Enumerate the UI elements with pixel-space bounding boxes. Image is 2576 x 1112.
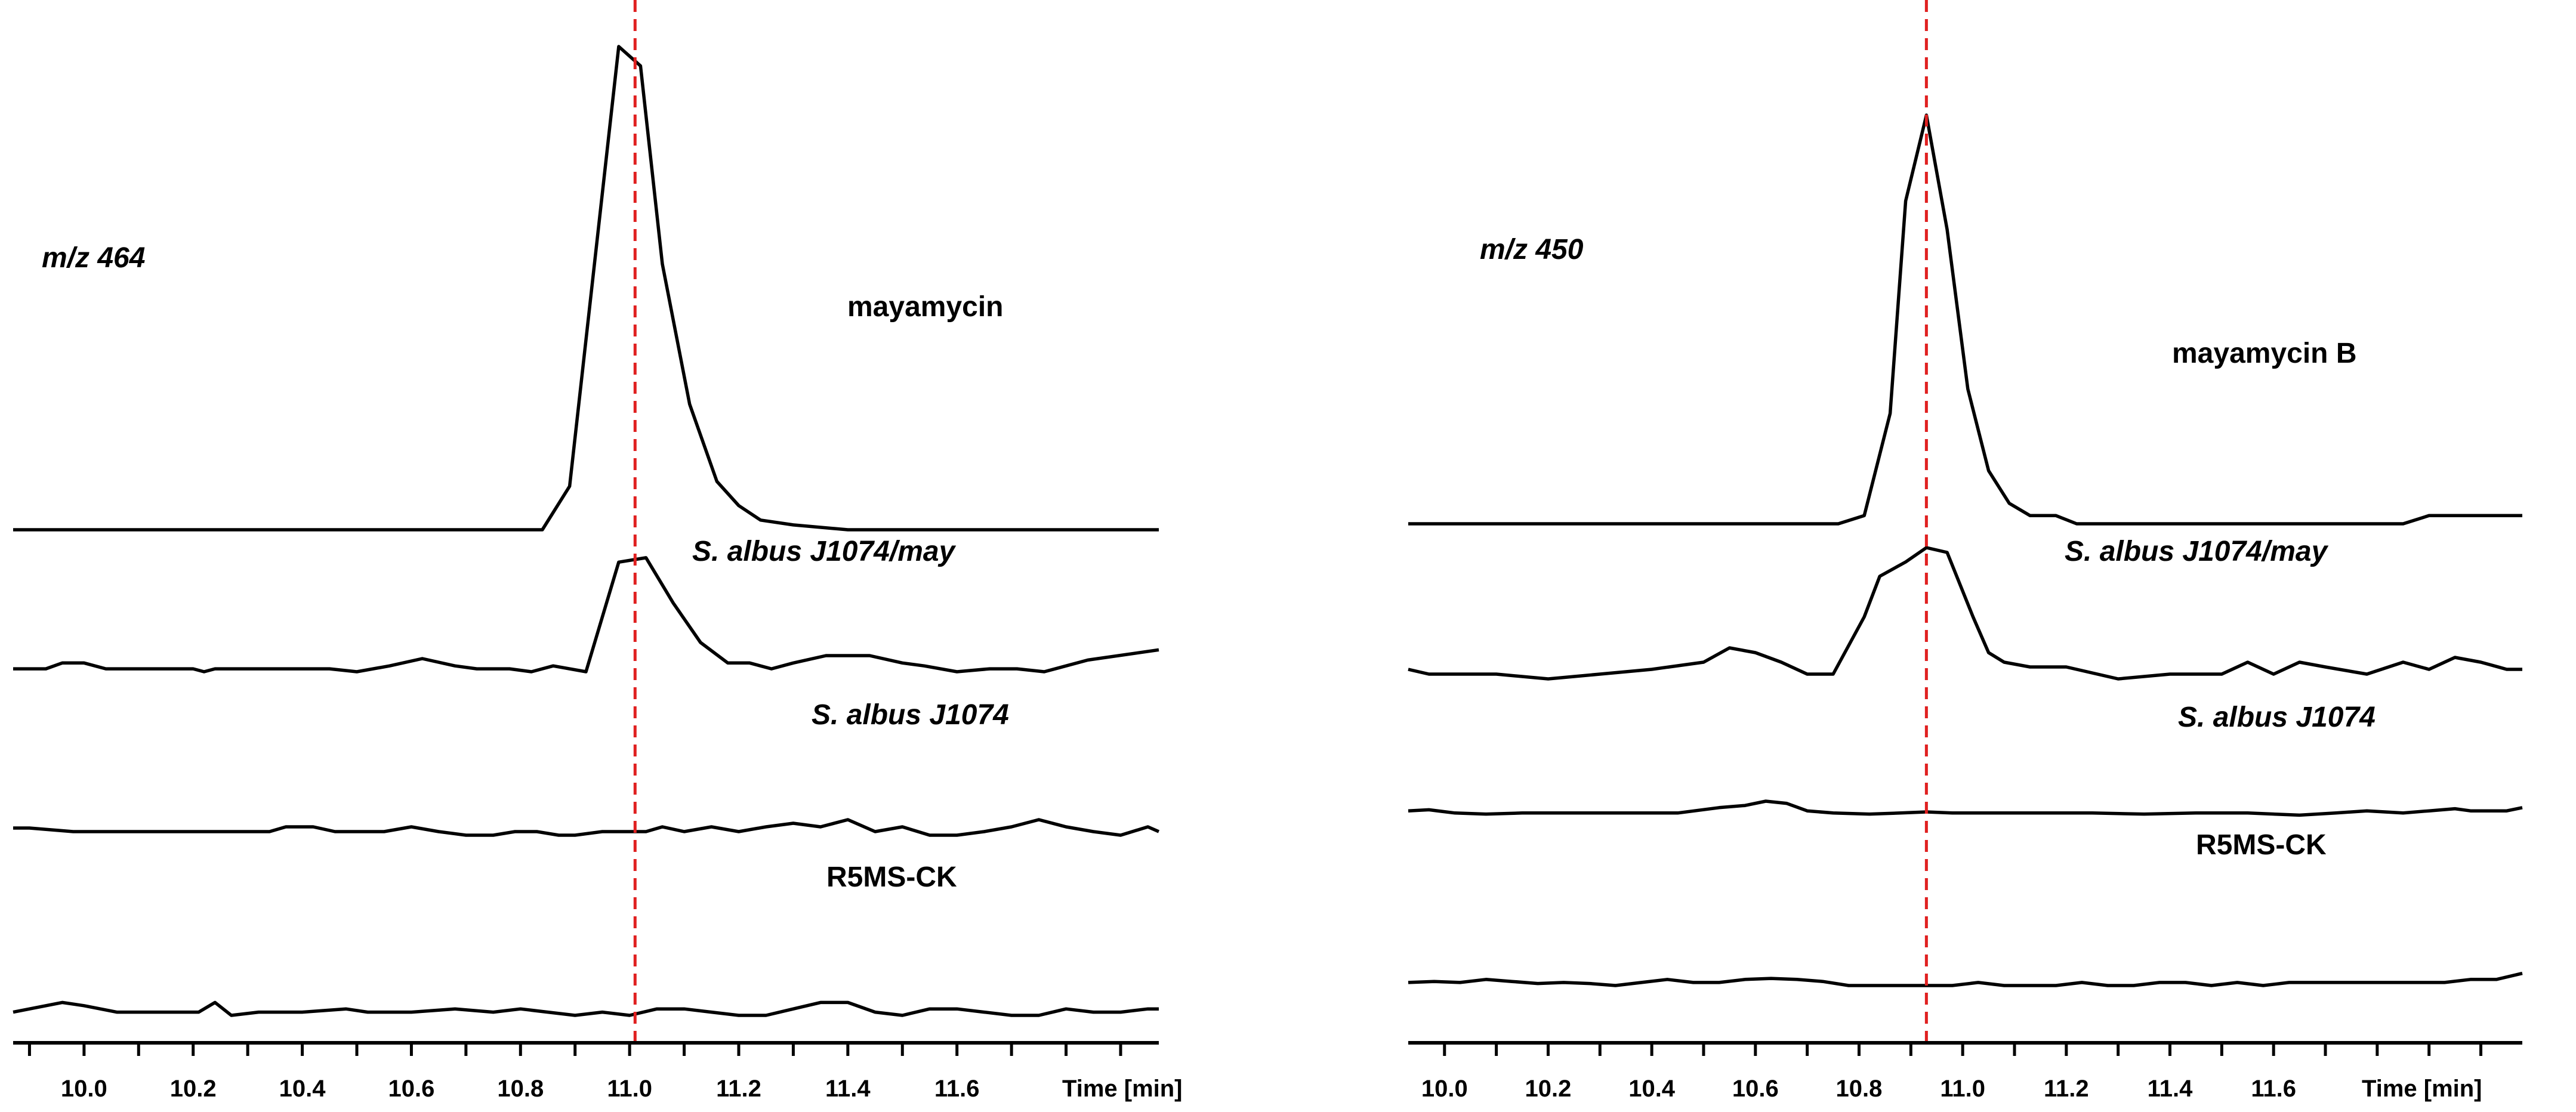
trace-label-r5ms-ck: R5MS-CK: [2196, 829, 2327, 861]
x-tick-label: 10.4: [279, 1076, 326, 1102]
trace-right-2: [1408, 799, 2523, 817]
x-axis-label: Time [min]: [1062, 1076, 1183, 1102]
trace-left-3: [13, 1000, 1159, 1017]
x-tick-label: 11.2: [2044, 1076, 2089, 1102]
trace-right-0: [1408, 113, 2522, 526]
trace-labels-group: mayamycin B S. albus J1074/may S. albus …: [2065, 338, 2376, 861]
x-tick-label: 10.0: [1421, 1076, 1468, 1102]
chromatogram-panel-left: m/z 464 mayamycin S. albus J1074/may S. …: [13, 0, 1183, 1102]
trace-labels-group: mayamycin S. albus J1074/may S. albus J1…: [692, 291, 1009, 893]
mz-label: m/z 450: [1480, 234, 1584, 265]
x-tick-label: 11.0: [607, 1076, 652, 1102]
x-tick-label: 10.8: [497, 1076, 544, 1102]
trace-left-2: [13, 818, 1160, 837]
x-tick-label: 11.6: [934, 1076, 980, 1102]
x-axis-label: Time [min]: [2362, 1076, 2482, 1102]
x-tick-label: 11.4: [825, 1076, 871, 1102]
x-axis: 10.0 10.2 10.4 10.6 10.8 11.0 11.2 11.4 11.6: [13, 1041, 1159, 1102]
x-axis: 10.0 10.2 10.4 10.6 10.8 11.0 11.2 11.4 11.6: [1408, 1041, 2522, 1102]
traces-group: [1408, 113, 2523, 987]
trace-label-mayamycin-b: mayamycin B: [2172, 338, 2357, 369]
trace-right-3: [1408, 971, 2523, 987]
trace-label-s-albus-j1074: S. albus J1074: [2178, 702, 2376, 733]
trace-label-s-albus-j1074-may: S. albus J1074/may: [2065, 536, 2329, 567]
trace-left-1: [13, 556, 1159, 674]
x-tick-label: 10.6: [1732, 1076, 1779, 1102]
x-tick-label: 10.2: [170, 1076, 217, 1102]
x-tick-label: 10.4: [1628, 1076, 1676, 1102]
x-tick-label: 11.6: [2251, 1076, 2296, 1102]
trace-label-s-albus-j1074: S. albus J1074: [812, 699, 1009, 731]
x-tick-label: 11.2: [716, 1076, 761, 1102]
chromatogram-panel-right: m/z 450 mayamycin B S. albus J1074/may S…: [1408, 0, 2523, 1102]
x-tick-label: 10.6: [388, 1076, 434, 1102]
x-tick-label: 10.8: [1836, 1076, 1883, 1102]
trace-right-1: [1408, 546, 2522, 681]
x-tick-label: 11.0: [1940, 1076, 1985, 1102]
mz-label: m/z 464: [42, 242, 145, 274]
x-tick-label: 10.2: [1525, 1076, 1572, 1102]
trace-left-0: [13, 45, 1159, 532]
x-tick-label: 11.4: [2148, 1076, 2193, 1102]
trace-label-r5ms-ck: R5MS-CK: [826, 861, 957, 893]
trace-label-s-albus-j1074-may: S. albus J1074/may: [692, 536, 957, 567]
x-tick-label: 10.0: [61, 1076, 107, 1102]
trace-label-mayamycin: mayamycin: [847, 291, 1004, 323]
traces-group: [13, 45, 1160, 1017]
